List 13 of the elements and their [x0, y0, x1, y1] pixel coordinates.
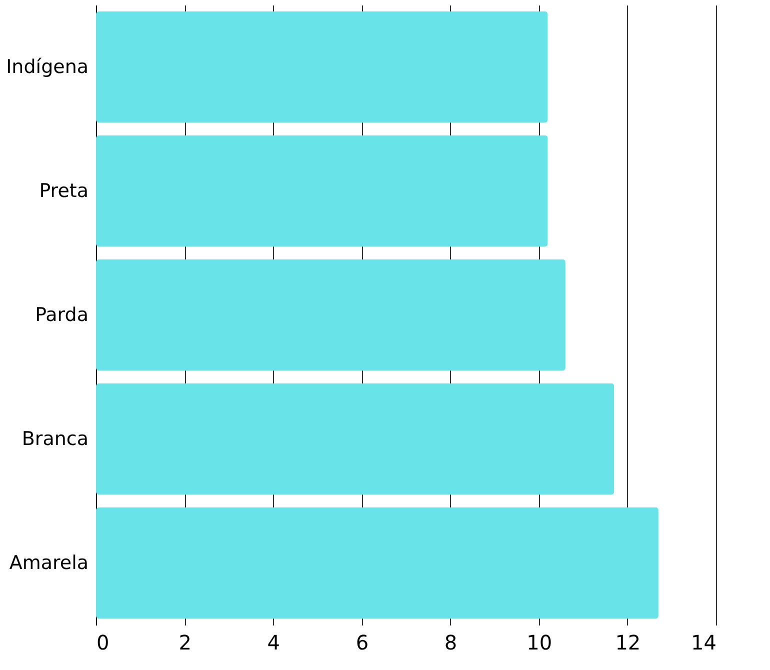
x-tick-label: 2: [178, 630, 192, 654]
x-tick-label: 4: [267, 630, 280, 654]
y-tick-label: Preta: [39, 180, 88, 202]
x-tick-label: 14: [691, 630, 716, 654]
y-tick-label: Amarela: [9, 552, 88, 574]
x-tick-label: 10: [526, 630, 552, 654]
x-tick-label: 0: [96, 630, 110, 654]
y-tick-label: Parda: [35, 304, 88, 326]
x-tick-label: 12: [615, 630, 641, 654]
x-tick-label: 6: [356, 630, 369, 654]
y-tick-label: Indígena: [6, 56, 88, 78]
y-tick-label: Branca: [22, 428, 88, 450]
x-tick-label: 8: [444, 630, 458, 654]
